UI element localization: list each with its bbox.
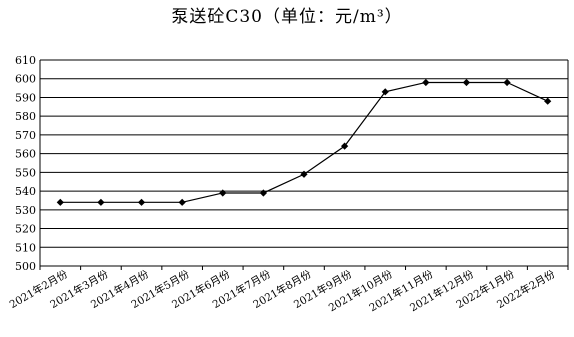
data-point-marker <box>300 170 308 178</box>
y-tick-label: 520 <box>15 223 36 236</box>
y-tick-label: 550 <box>15 166 36 179</box>
data-point-marker <box>178 198 186 206</box>
y-tick-label: 510 <box>15 241 36 254</box>
data-point-marker <box>341 142 349 150</box>
data-point-marker <box>544 97 552 105</box>
data-point-marker <box>381 88 389 96</box>
data-point-marker <box>422 78 430 87</box>
y-tick-label: 570 <box>15 129 36 142</box>
y-tick-label: 540 <box>15 185 36 198</box>
y-tick-label: 580 <box>15 110 36 123</box>
data-point-marker <box>97 198 105 206</box>
y-tick-label: 560 <box>15 148 36 161</box>
data-point-marker <box>462 78 471 87</box>
series-line <box>60 81 548 203</box>
data-point-marker <box>219 189 227 197</box>
y-tick-label: 500 <box>15 260 36 273</box>
chart-title: 泵送砼C30（单位：元/m³） <box>171 7 403 27</box>
data-point-marker <box>56 198 64 206</box>
data-point-marker <box>259 189 267 197</box>
y-tick-label: 610 <box>15 54 36 67</box>
y-tick-label: 530 <box>15 204 36 217</box>
y-tick-label: 600 <box>15 73 36 86</box>
data-point-marker <box>137 198 146 206</box>
y-tick-label: 590 <box>15 91 36 104</box>
data-point-marker <box>503 78 511 87</box>
